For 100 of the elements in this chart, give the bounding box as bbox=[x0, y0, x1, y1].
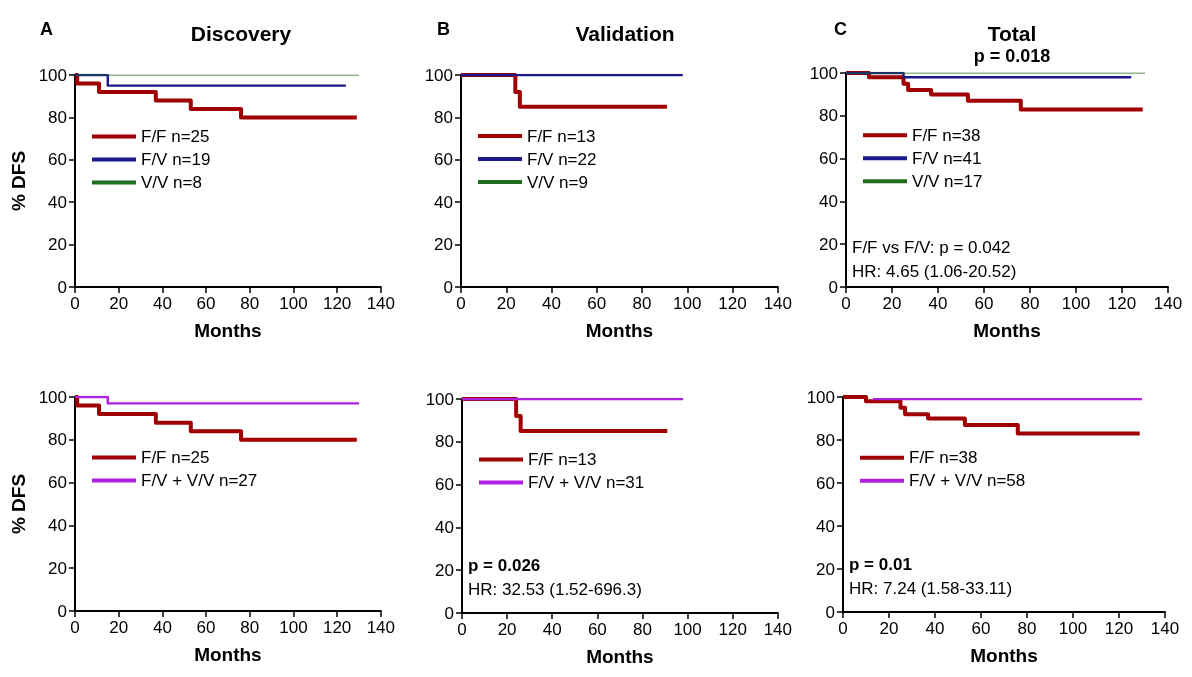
x-tick-label: 20 bbox=[496, 294, 516, 313]
text: C bbox=[834, 19, 847, 39]
x-tick-label: 80 bbox=[1017, 619, 1037, 638]
x-tick-label: 140 bbox=[1150, 619, 1180, 638]
legend-label: F/F n=38 bbox=[912, 125, 981, 145]
legend-label: F/V n=41 bbox=[912, 148, 982, 168]
legend-label: F/F n=25 bbox=[141, 448, 210, 468]
x-tick-label: 20 bbox=[109, 294, 129, 313]
x-tick-label: 40 bbox=[542, 620, 562, 639]
x-tick-label: 80 bbox=[240, 618, 260, 637]
x-tick-label: 140 bbox=[1153, 294, 1183, 313]
y-tick-label: 20 bbox=[434, 235, 453, 255]
annotation: HR: 4.65 (1.06-20.52) bbox=[852, 262, 1017, 281]
x-tick-label: 100 bbox=[279, 294, 308, 313]
x-axis-title: Months bbox=[973, 320, 1041, 341]
annotation: HR: 32.53 (1.52-696.3) bbox=[468, 580, 642, 599]
x-tick-label: 120 bbox=[1104, 619, 1134, 638]
y-tick-label: 20 bbox=[48, 558, 67, 578]
y-tick-label: 80 bbox=[819, 106, 838, 126]
y-tick-label: 40 bbox=[816, 516, 835, 536]
legend-label: F/V n=22 bbox=[527, 149, 597, 169]
y-axis-title: % DFS bbox=[7, 473, 29, 535]
x-tick-label: 140 bbox=[366, 618, 396, 637]
x-axis-title: Months bbox=[585, 320, 654, 341]
x-axis-title: Months bbox=[194, 644, 262, 665]
x-tick-label: 40 bbox=[928, 294, 948, 313]
y-tick-label: 60 bbox=[819, 149, 838, 169]
y-tick-label: 20 bbox=[816, 559, 835, 579]
chart-title: Total bbox=[987, 22, 1037, 45]
chart-subtitle: p = 0.018 bbox=[973, 46, 1051, 66]
x-tick-label: 40 bbox=[542, 294, 561, 313]
x-tick-label: 80 bbox=[633, 620, 652, 639]
legend-label: F/F n=25 bbox=[141, 126, 210, 146]
y-tick-label: 60 bbox=[435, 475, 454, 495]
legend-label: F/F n=13 bbox=[528, 450, 597, 470]
x-tick-label: 20 bbox=[879, 619, 899, 638]
x-tick-label: 0 bbox=[70, 294, 80, 313]
y-tick-label: 100 bbox=[38, 387, 67, 407]
y-tick-label: 40 bbox=[48, 192, 67, 212]
chart-title: Discovery bbox=[190, 22, 292, 45]
y-tick-label: 20 bbox=[819, 234, 838, 254]
x-tick-label: 120 bbox=[718, 620, 747, 639]
y-tick-label: 100 bbox=[806, 387, 835, 407]
y-tick-label: 60 bbox=[48, 150, 67, 170]
y-tick-label: 20 bbox=[48, 235, 67, 255]
legend-label: F/V + V/V n=58 bbox=[909, 471, 1026, 491]
x-tick-label: 60 bbox=[971, 619, 991, 638]
chart-title: Validation bbox=[575, 22, 675, 45]
annotation: F/F vs F/V: p = 0.042 bbox=[852, 238, 1011, 257]
y-tick-label: 0 bbox=[444, 603, 454, 623]
y-tick-label: 80 bbox=[435, 432, 454, 452]
x-tick-label: 80 bbox=[632, 294, 652, 313]
x-tick-label: 140 bbox=[763, 294, 793, 313]
x-tick-label: 20 bbox=[109, 618, 129, 637]
x-tick-label: 80 bbox=[240, 294, 260, 313]
x-tick-label: 120 bbox=[322, 294, 352, 313]
y-tick-label: 0 bbox=[57, 601, 67, 621]
x-tick-label: 20 bbox=[882, 294, 902, 313]
x-tick-label: 40 bbox=[152, 294, 172, 313]
y-tick-label: 60 bbox=[434, 150, 453, 170]
x-tick-label: 60 bbox=[196, 618, 216, 637]
legend-label: V/V n=17 bbox=[912, 171, 983, 191]
x-tick-label: 0 bbox=[457, 620, 467, 639]
x-tick-label: 140 bbox=[763, 620, 793, 639]
legend-label: V/V n=8 bbox=[141, 172, 202, 192]
x-tick-label: 60 bbox=[587, 294, 607, 313]
text: A bbox=[40, 19, 53, 39]
x-tick-label: 60 bbox=[196, 294, 216, 313]
x-tick-label: 100 bbox=[1058, 619, 1088, 638]
y-tick-label: 0 bbox=[443, 277, 453, 297]
y-tick-label: 100 bbox=[425, 389, 454, 409]
x-tick-label: 0 bbox=[70, 618, 80, 637]
y-tick-label: 80 bbox=[816, 430, 835, 450]
x-tick-label: 120 bbox=[322, 618, 352, 637]
legend-label: F/V + V/V n=27 bbox=[141, 471, 258, 491]
y-tick-label: 0 bbox=[828, 277, 838, 297]
y-tick-label: 80 bbox=[48, 107, 67, 127]
x-axis-title: Months bbox=[586, 646, 654, 667]
y-tick-label: 0 bbox=[825, 602, 835, 622]
x-tick-label: 80 bbox=[1020, 294, 1040, 313]
legend-label: F/V + V/V n=31 bbox=[528, 473, 645, 493]
x-tick-label: 100 bbox=[673, 620, 702, 639]
y-tick-label: 0 bbox=[57, 277, 67, 297]
y-tick-label: 40 bbox=[434, 192, 453, 212]
x-axis-title: Months bbox=[970, 645, 1038, 666]
legend-label: V/V n=9 bbox=[527, 172, 588, 192]
y-axis-title: % DFS bbox=[7, 150, 29, 212]
y-tick-label: 100 bbox=[809, 63, 838, 83]
x-tick-label: 60 bbox=[974, 294, 994, 313]
y-tick-label: 100 bbox=[424, 65, 453, 85]
x-tick-label: 0 bbox=[841, 294, 851, 313]
x-tick-label: 100 bbox=[673, 294, 702, 313]
text: B bbox=[437, 19, 450, 39]
y-tick-label: 40 bbox=[435, 517, 454, 537]
y-tick-label: 80 bbox=[434, 107, 453, 127]
annotation: p = 0.01 bbox=[849, 555, 912, 574]
legend-label: F/F n=13 bbox=[527, 126, 596, 146]
y-tick-label: 60 bbox=[816, 473, 835, 493]
annotation: HR: 7.24 (1.58-33.11) bbox=[849, 579, 1013, 598]
y-tick-label: 80 bbox=[48, 430, 67, 450]
